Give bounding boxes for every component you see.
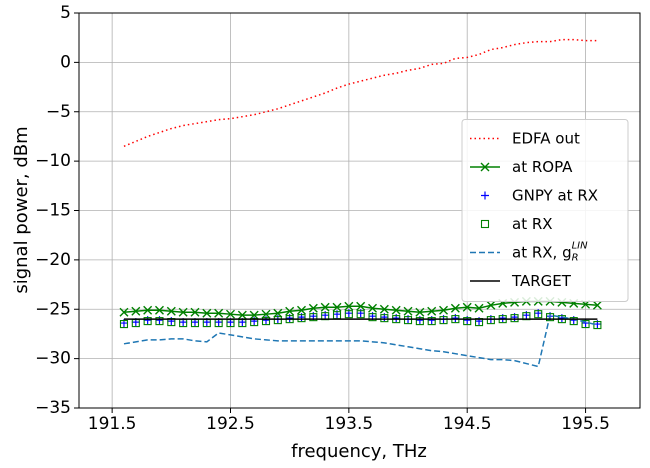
legend-label: EDFA out: [512, 129, 580, 147]
y-tick-label: −15: [35, 201, 71, 221]
marker: [297, 305, 307, 315]
marker: [309, 313, 318, 322]
legend-label: at ROPA: [512, 158, 573, 176]
marker: [237, 310, 247, 320]
marker: [225, 309, 235, 319]
marker: [332, 302, 342, 312]
y-axis-label: signal power, dBm: [11, 126, 32, 293]
marker: [415, 317, 424, 326]
marker: [344, 310, 353, 319]
marker: [285, 306, 295, 316]
y-tick-label: −10: [35, 151, 71, 171]
marker: [439, 316, 448, 325]
marker: [593, 320, 602, 330]
legend-text: at RX, g: [512, 243, 572, 261]
legend-text: at ROPA: [512, 158, 573, 176]
x-tick-label: 195.5: [561, 414, 610, 434]
legend: EDFA out at ROPA GNPY at RX at RX at RX, gRL…: [461, 119, 629, 302]
marker: [320, 302, 330, 312]
marker: [486, 316, 495, 325]
legend-sub: R: [572, 253, 579, 264]
marker: [202, 308, 212, 318]
marker: [155, 317, 164, 326]
marker: [415, 307, 425, 317]
marker: [510, 314, 519, 323]
marker: [450, 303, 460, 313]
marker: [480, 162, 490, 172]
marker: [356, 301, 366, 311]
marker: [534, 310, 543, 319]
legend-label: at RX, gRLIN: [512, 241, 588, 264]
legend-label: GNPY at RX: [512, 186, 598, 204]
legend-text: at RX: [512, 215, 553, 233]
marker: [463, 317, 472, 326]
legend-sup: LIN: [572, 241, 589, 252]
x-tick-label: 192.5: [206, 414, 255, 434]
marker: [380, 314, 389, 323]
marker: [143, 305, 153, 315]
legend-text: EDFA out: [512, 129, 580, 147]
marker: [273, 316, 282, 325]
marker: [131, 306, 141, 316]
x-axis-label: frequency, THz: [291, 441, 427, 462]
marker: [439, 305, 449, 315]
marker: [119, 320, 129, 329]
marker: [391, 305, 401, 315]
marker: [368, 303, 378, 313]
marker: [249, 310, 259, 320]
marker: [190, 307, 200, 317]
marker: [379, 304, 389, 314]
legend-box: [461, 119, 629, 302]
marker: [481, 191, 489, 200]
marker: [344, 301, 354, 311]
legend-text: GNPY at RX: [512, 186, 598, 204]
y-tick-label: 5: [60, 3, 71, 23]
marker: [592, 300, 602, 310]
marker: [119, 307, 129, 317]
series-line: [123, 314, 598, 368]
x-tick-label: 194.5: [443, 414, 492, 434]
marker: [308, 303, 318, 313]
marker: [297, 314, 306, 323]
marker: [569, 317, 578, 326]
y-tick-label: −35: [35, 398, 71, 418]
y-tick-label: −5: [46, 102, 71, 122]
marker: [273, 308, 283, 318]
marker: [368, 313, 377, 322]
y-tick-label: −25: [35, 299, 71, 319]
marker: [261, 309, 271, 319]
marker: [474, 303, 484, 313]
y-tick-label: −30: [35, 349, 71, 369]
marker: [143, 317, 152, 326]
legend-label: TARGET: [511, 272, 572, 290]
plot-frame: [78, 12, 641, 409]
marker: [427, 306, 437, 316]
legend-label: at RX: [512, 215, 553, 233]
marker: [581, 320, 590, 329]
marker: [480, 219, 490, 229]
marker: [214, 308, 224, 318]
marker: [486, 300, 496, 310]
x-tick-label: 193.5: [325, 414, 374, 434]
marker: [261, 317, 271, 326]
marker: [403, 306, 413, 316]
marker: [178, 307, 188, 317]
marker: [427, 317, 436, 326]
legend-text: TARGET: [511, 272, 572, 290]
marker: [356, 310, 365, 319]
x-tick-label: 191.5: [88, 414, 137, 434]
y-tick-label: 0: [60, 52, 71, 72]
marker: [166, 306, 176, 316]
marker: [154, 305, 164, 315]
marker: [462, 302, 472, 312]
marker: [403, 316, 413, 325]
y-tick-label: −20: [35, 250, 71, 270]
marker: [546, 313, 555, 322]
